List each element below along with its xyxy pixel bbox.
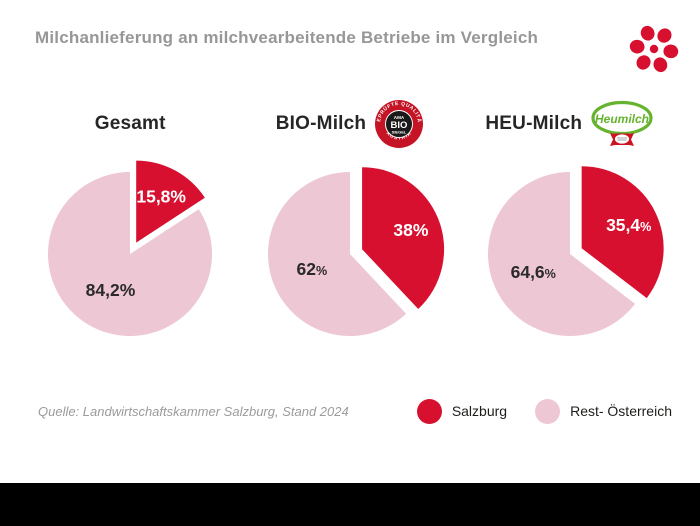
svg-text:BIO: BIO — [391, 120, 408, 131]
page-title: Milchanlieferung an milchvearbeitende Be… — [35, 28, 539, 47]
pie-bio-milch: 38% 62% — [268, 167, 445, 336]
pie-slice-label: 84,2% — [86, 280, 136, 300]
source-note: Quelle: Landwirtschaftskammer Salzburg, … — [38, 403, 349, 419]
svg-text:SIEGEL: SIEGEL — [392, 130, 407, 135]
chart-header-bio: BIO-Milch GEPRÜFTE QUALITÄT AUSTRIA — [276, 96, 424, 152]
chart-title-heu: HEU-Milch — [485, 113, 583, 134]
flower-petal — [663, 44, 679, 59]
pie-heu-milch: 35,4% 64,6% — [487, 166, 664, 336]
flower-dots-logo — [629, 25, 679, 73]
pie-slice-salzburg — [136, 160, 206, 243]
pie-slice-label: 64,6% — [510, 262, 555, 282]
legend: Salzburg Rest- Österreich — [416, 398, 672, 424]
chart-bio-milch: BIO-Milch GEPRÜFTE QUALITÄT AUSTRIA — [242, 96, 458, 352]
chart-header-heu: HEU-Milch Heumilch — [485, 96, 654, 152]
legend-dot-rest-oesterreich — [535, 398, 561, 424]
flower-petal — [657, 28, 672, 43]
legend-dot-salzburg — [416, 398, 442, 424]
chart-header-gesamt: Gesamt — [95, 96, 166, 152]
flower-petal — [653, 57, 668, 73]
pie-gesamt: 15,8% 84,2% — [48, 160, 213, 336]
legend-label-rest-oesterreich: Rest- Österreich — [570, 403, 672, 419]
pie-slice-rest-oesterreich — [268, 172, 407, 336]
pie-slice-rest-oesterreich — [48, 172, 213, 336]
pie-slice-salzburg — [581, 166, 664, 299]
chart-title-bio: BIO-Milch — [275, 113, 367, 134]
pie-slice-label: 62% — [297, 259, 328, 279]
svg-text:Heumilch: Heumilch — [595, 112, 649, 126]
legend-label-salzburg: Salzburg — [451, 403, 508, 419]
flower-petal — [629, 39, 645, 54]
legend-item-rest-oesterreich: Rest- Österreich — [535, 398, 672, 424]
flower-petal — [640, 25, 655, 41]
pie-slice-label: 15,8% — [137, 186, 187, 206]
pie-slice-label: 35,4% — [606, 215, 651, 235]
svg-text:AMA: AMA — [394, 115, 405, 120]
legend-item-salzburg: Salzburg — [416, 398, 508, 424]
bottom-bar — [0, 483, 700, 526]
chart-heu-milch: HEU-Milch Heumilch 35,4% 64,6% — [462, 96, 678, 352]
footer-row: Quelle: Landwirtschaftskammer Salzburg, … — [38, 394, 672, 428]
chart-title-gesamt: Gesamt — [94, 113, 166, 134]
pie-slice-rest-oesterreich — [487, 172, 635, 336]
pie-slice-label: 38% — [393, 220, 428, 240]
chart-gesamt: Gesamt 15,8% 84,2% — [22, 96, 238, 352]
heumilch-logo-icon: Heumilch — [591, 100, 653, 146]
flower-petal — [636, 55, 651, 70]
charts-row: Gesamt 15,8% 84,2% BIO-Milch GEPRÜFTE QUA… — [22, 96, 678, 352]
ama-bio-siegel-icon: GEPRÜFTE QUALITÄT AUSTRIA AMA BIO SIEGEL — [374, 99, 424, 148]
pie-slice-salzburg — [362, 167, 445, 309]
flower-center-dot — [649, 44, 659, 54]
